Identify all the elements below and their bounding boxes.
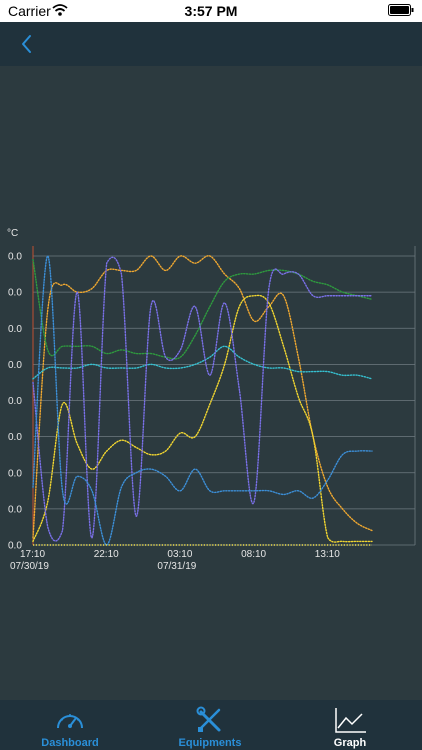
y-tick-label: 0.0	[8, 396, 22, 407]
wifi-icon	[52, 4, 68, 16]
temperature-chart: °C0.00.00.00.00.00.00.00.00.017:1007/30/…	[7, 228, 416, 572]
x-tick-label: 03:10	[167, 549, 192, 560]
x-tick-label: 17:10	[20, 549, 45, 560]
y-tick-label: 0.0	[8, 504, 22, 515]
y-tick-label: 0.0	[8, 252, 22, 263]
line-graph-icon	[335, 708, 366, 733]
x-tick-date: 07/31/19	[157, 561, 196, 572]
x-tick-label: 22:10	[94, 549, 119, 560]
tab-dashboard-label: Dashboard	[41, 737, 99, 749]
series-line-5	[32, 255, 373, 546]
y-tick-label: 0.0	[8, 468, 22, 479]
chevron-left-icon	[22, 35, 31, 53]
x-tick-label: 08:10	[241, 549, 266, 560]
series-line-4	[32, 256, 373, 542]
status-bar: Carrier 3:57 PM	[0, 0, 422, 22]
tab-equipments[interactable]: Equipments	[150, 700, 270, 750]
tab-graph-label: Graph	[333, 737, 367, 749]
wrench-screwdriver-icon	[196, 706, 221, 732]
series-line-3	[32, 345, 373, 380]
series-line-2	[32, 258, 373, 360]
tab-graph[interactable]: Graph	[290, 700, 410, 750]
series-line-1	[32, 294, 373, 543]
x-tick-date: 07/30/19	[10, 561, 49, 572]
back-button[interactable]	[12, 30, 42, 58]
battery-icon	[388, 4, 414, 16]
y-tick-label: 0.0	[8, 432, 22, 443]
y-tick-label: 0.0	[8, 541, 22, 552]
y-tick-label: 0.0	[8, 360, 22, 371]
tab-dashboard[interactable]: Dashboard	[10, 700, 130, 750]
x-tick-label: 13:10	[315, 549, 340, 560]
y-tick-label: 0.0	[8, 324, 22, 335]
tab-equipments-label: Equipments	[178, 737, 242, 749]
status-time: 3:57 PM	[184, 3, 238, 19]
y-unit-label: °C	[7, 228, 18, 239]
series-line-0	[32, 255, 373, 539]
nav-bar	[0, 22, 422, 66]
y-tick-label: 0.0	[8, 288, 22, 299]
tab-bar: Dashboard Equipments Graph	[0, 700, 422, 750]
carrier-label: Carrier	[8, 3, 51, 19]
graph-area: °C 0.0 0.0 0.0 0.0 0.0 0.0 0.0 0.0 0.0 17:10 07/30/…	[0, 66, 422, 700]
gauge-icon	[57, 714, 83, 729]
